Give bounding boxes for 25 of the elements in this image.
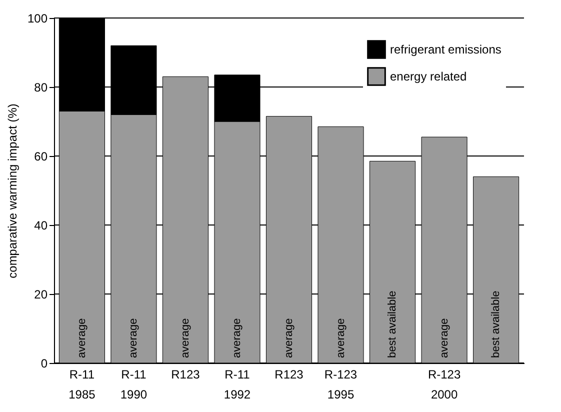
- y-tick-label: 60: [34, 150, 48, 164]
- x-tick-label: R123: [171, 368, 200, 382]
- y-tick-label: 40: [34, 218, 48, 232]
- annotation: best available: [386, 290, 399, 358]
- x-tick-label: R-123 2000: [428, 368, 461, 402]
- legend-label: refrigerant emissions: [390, 42, 502, 56]
- annotation: average: [438, 318, 450, 358]
- x-tick-label: R123: [274, 368, 304, 382]
- y-axis-title: comparative warming impact (%): [5, 104, 20, 278]
- x-tick-label: R-11 1992: [224, 368, 251, 402]
- y-tick-label: 0: [40, 356, 48, 370]
- x-tick-label: R-123 1995: [324, 368, 358, 402]
- annotation: average: [231, 318, 244, 358]
- annotation: average: [334, 318, 347, 358]
- y-tick-label: 100: [27, 12, 48, 26]
- annotation: best available: [490, 290, 502, 358]
- annotation: average: [179, 318, 192, 358]
- x-tick-label: R-11 1985: [68, 368, 96, 402]
- annotation: average: [283, 318, 295, 358]
- annotation: average: [128, 318, 140, 358]
- y-tick-label: 20: [34, 288, 48, 302]
- x-tick-label: R-11 1990: [120, 368, 148, 402]
- y-tick-label: 80: [34, 80, 48, 94]
- annotation: average: [76, 318, 88, 358]
- legend-label: energy related: [390, 70, 467, 84]
